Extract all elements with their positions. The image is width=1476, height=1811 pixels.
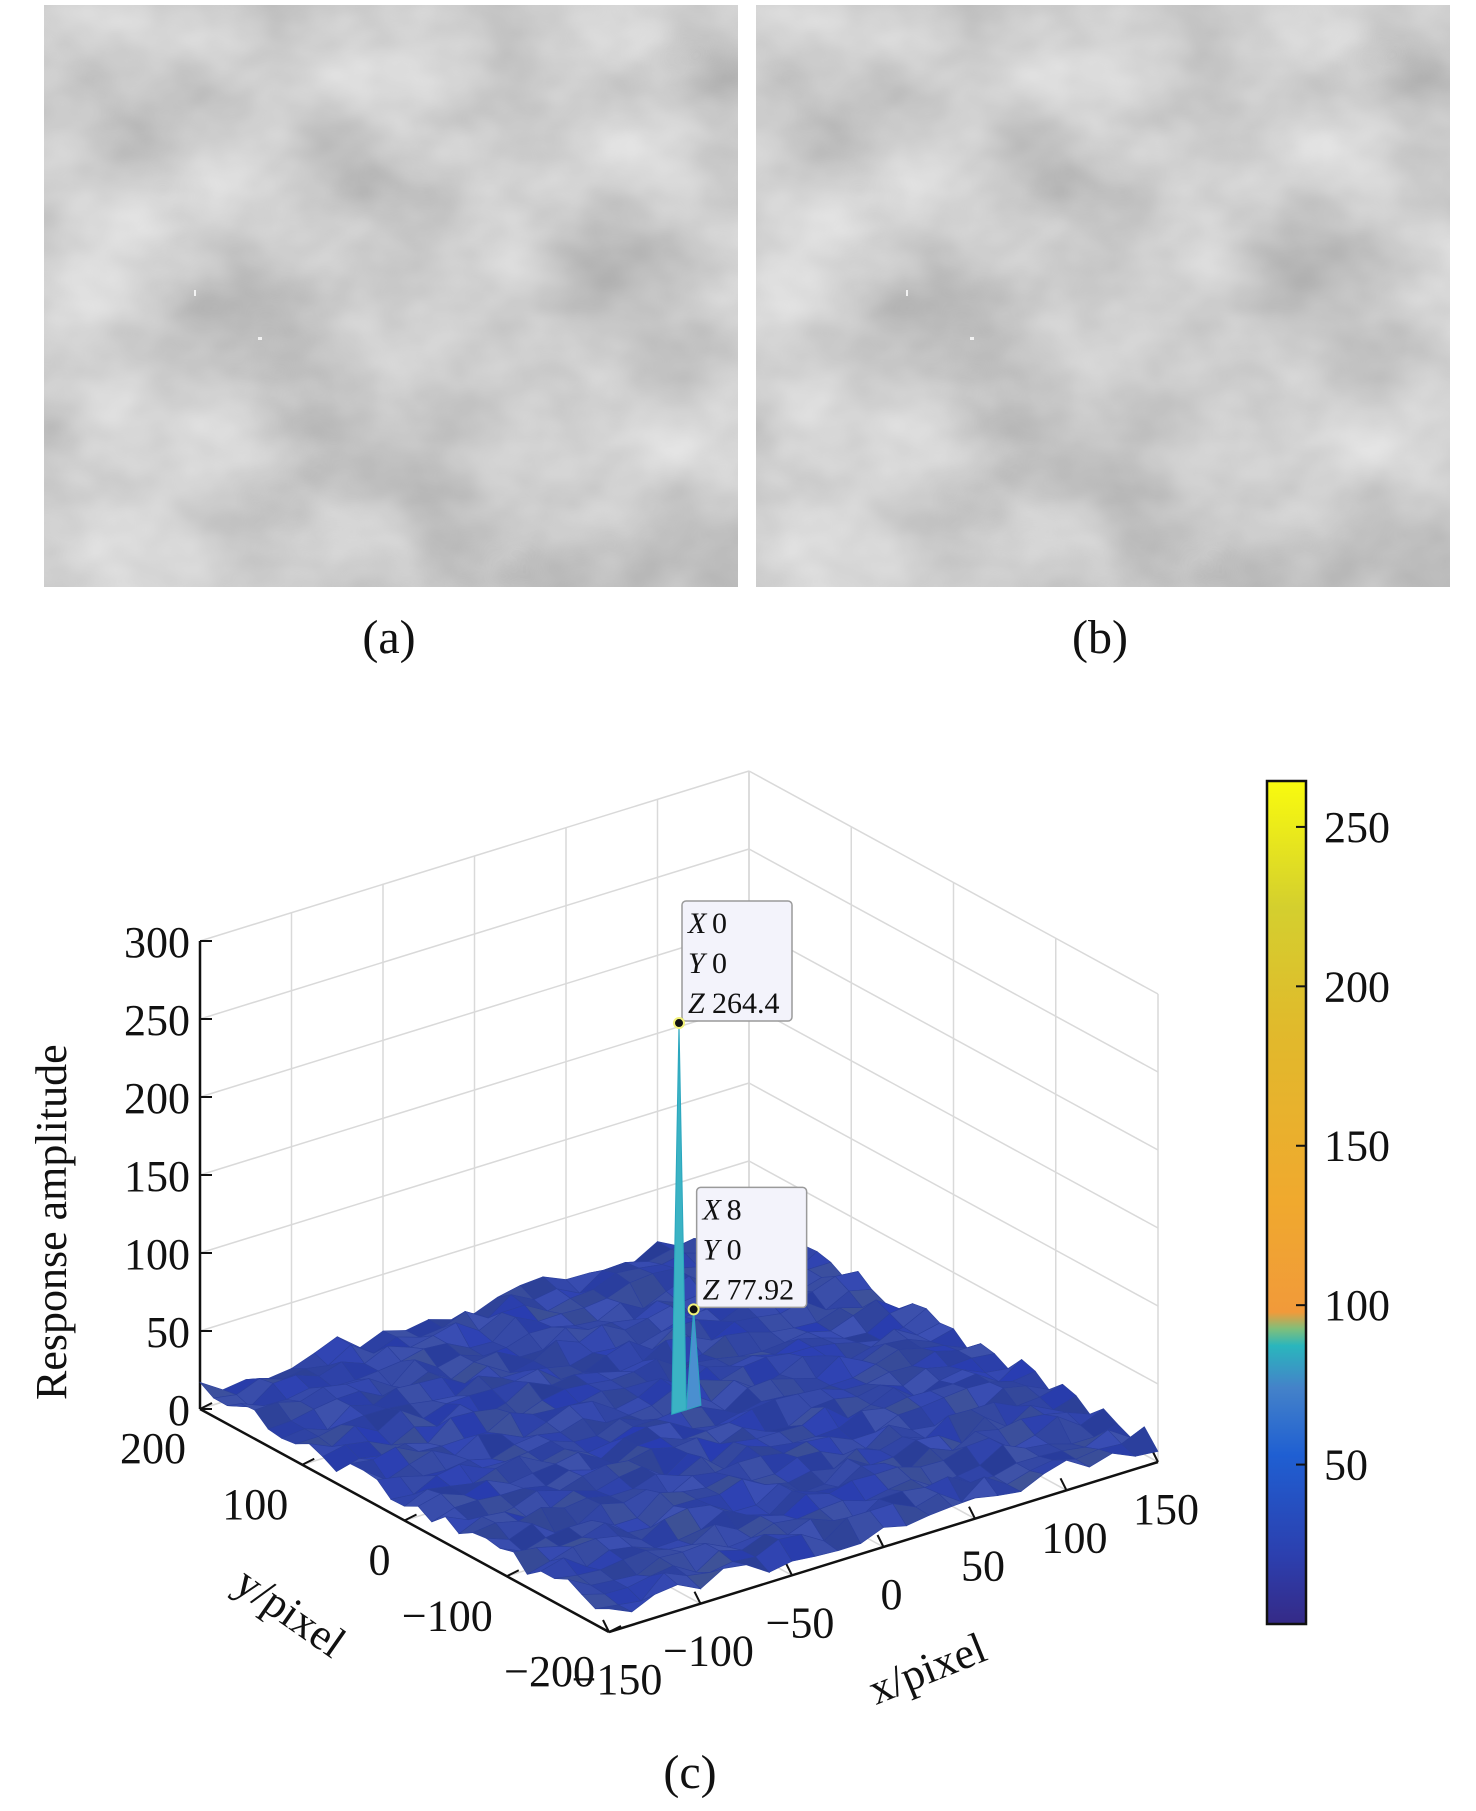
x-tick-label: −100	[663, 1627, 754, 1676]
y-tick	[506, 1569, 520, 1578]
y-tick	[404, 1513, 417, 1522]
datatip-value: 77.92	[727, 1273, 795, 1306]
grid-line-z-right	[748, 1082, 1159, 1307]
datatip-key: Z	[703, 1273, 720, 1306]
datatips: X 0Y 0Z 264.4X 8Y 0Z 77.92	[673, 900, 808, 1316]
cloud-image-b	[756, 5, 1450, 587]
datatip-marker	[673, 1017, 685, 1030]
z-axis-label: Response amplitude	[27, 1044, 76, 1400]
grid-line-z-back	[199, 1004, 750, 1176]
colorbar-tick-label: 50	[1324, 1441, 1368, 1490]
datatip-key: Y	[688, 947, 708, 980]
cloud-image-a	[44, 5, 738, 587]
y-tick	[199, 1402, 213, 1410]
x-tick	[876, 1534, 885, 1548]
colorbar: 50 100 150 200 250	[1265, 779, 1390, 1626]
y-tick-label: 100	[222, 1480, 288, 1529]
grid-line-z-right	[748, 1160, 1159, 1385]
panel-label-b: (b)	[1072, 611, 1128, 664]
y-tick-label: −100	[402, 1591, 493, 1640]
x-tick	[785, 1562, 793, 1576]
grid-line-z-back	[199, 1160, 750, 1332]
grid-line-z-right	[748, 1004, 1159, 1229]
x-tick-label: 0	[881, 1570, 903, 1619]
x-tick-label: 50	[961, 1542, 1005, 1591]
colorbar-tick-label: 250	[1324, 803, 1390, 852]
colorbar-tick-label: 100	[1324, 1281, 1390, 1330]
z-tick-label: 200	[124, 1074, 190, 1123]
datatip-value: 264.4	[712, 987, 780, 1020]
x-tick	[693, 1591, 702, 1605]
grid-line-z-back	[199, 926, 750, 1098]
y-tick-label: 200	[120, 1424, 186, 1473]
tick-labels: 050100150200250300−150−100−50050100150−2…	[120, 918, 1199, 1704]
axes	[198, 940, 1159, 1634]
datatip-value: 8	[727, 1193, 742, 1226]
datatip-key: Y	[703, 1233, 723, 1266]
y-tick-label: −200	[504, 1647, 595, 1696]
datatip-value: 0	[727, 1233, 742, 1266]
datatip-value: 0	[712, 907, 727, 940]
grid-line-z-back	[199, 1082, 750, 1254]
datatip-key: Z	[688, 987, 705, 1020]
datatip-key: X	[687, 907, 708, 940]
z-tick-label: 100	[124, 1230, 190, 1279]
datatip-box	[695, 1186, 808, 1309]
y-tick	[301, 1457, 315, 1466]
grid-line-z-back	[199, 848, 750, 1020]
z-tick-label: 300	[124, 918, 190, 967]
z-tick-label: 250	[124, 996, 190, 1045]
x-tick-label: −150	[572, 1655, 663, 1704]
panel-label-c: (c)	[663, 1746, 717, 1799]
surface-patch	[595, 1604, 633, 1613]
x-tick-label: 150	[1133, 1485, 1199, 1534]
datatip-key: X	[702, 1193, 723, 1226]
x-tick-label: −50	[766, 1598, 835, 1647]
grid-line-z-right	[748, 770, 1159, 995]
z-tick-label: 150	[124, 1152, 190, 1201]
grid-line-z-right	[748, 926, 1159, 1151]
grid-line-z-right	[748, 848, 1159, 1073]
peak-spike	[671, 1023, 687, 1416]
datatip-value: 0	[712, 947, 727, 980]
colorbar-tick-label: 150	[1324, 1122, 1390, 1171]
y-axis-label: y/pixel	[226, 1557, 354, 1667]
datatip-box	[681, 900, 793, 1022]
panel-label-a: (a)	[362, 611, 416, 664]
y-tick-label: 0	[369, 1536, 391, 1585]
x-tick	[602, 1619, 610, 1633]
x-tick	[968, 1506, 976, 1520]
x-tick	[1059, 1477, 1068, 1491]
grid-line-z-back	[199, 770, 750, 942]
y-tick	[608, 1625, 622, 1633]
peak-spike	[685, 1309, 702, 1411]
datatip-marker	[687, 1303, 700, 1316]
x-axis-label: x/pixel	[861, 1623, 993, 1714]
z-tick-label: 0	[168, 1386, 190, 1435]
z-tick-label: 50	[146, 1308, 190, 1357]
peaks	[671, 1023, 702, 1416]
surface-plot: 050100150200250300−150−100−50050100150−2…	[27, 770, 1390, 1714]
colorbar-tick-label: 200	[1324, 962, 1390, 1011]
x-tick-label: 100	[1042, 1513, 1108, 1562]
